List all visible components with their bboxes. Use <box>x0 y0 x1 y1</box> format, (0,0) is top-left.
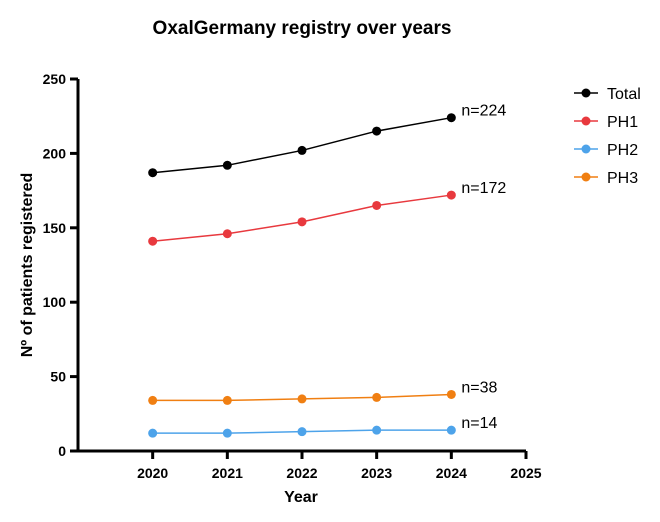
legend-label: PH2 <box>607 142 638 159</box>
end-annotation: n=172 <box>461 180 506 197</box>
data-point <box>372 126 382 136</box>
x-axis-label: Year <box>284 489 318 506</box>
data-point <box>297 394 307 404</box>
series-ph1 <box>148 190 456 246</box>
y-tick-label: 250 <box>43 71 67 87</box>
data-point <box>446 425 456 435</box>
legend-marker <box>581 144 591 154</box>
legend-label: PH1 <box>607 114 638 131</box>
axes: 0 50 100 150 200 250 2020 2021 2022 2023 2024 2025 <box>43 71 542 481</box>
x-tick-label: 2024 <box>436 465 467 481</box>
data-point <box>148 168 158 178</box>
y-tick-label: 200 <box>43 145 67 161</box>
y-axis-label: Nº of patients registered <box>19 173 36 358</box>
legend-marker <box>581 116 591 126</box>
data-point <box>372 425 382 435</box>
data-point <box>446 190 456 200</box>
legend-marker <box>581 172 591 182</box>
series-layer <box>148 113 456 438</box>
legend-item-ph3: PH3 <box>574 170 638 187</box>
series-ph2 <box>148 425 456 438</box>
data-point <box>148 236 158 246</box>
x-tick-label: 2023 <box>361 465 392 481</box>
y-tick-label: 100 <box>43 294 67 310</box>
y-tick-label: 150 <box>43 220 67 236</box>
legend-label: Total <box>607 86 641 103</box>
end-annotation: n=14 <box>461 415 497 432</box>
series-total <box>148 113 456 178</box>
data-point <box>222 428 232 438</box>
x-tick-label: 2022 <box>286 465 317 481</box>
x-tick-label: 2025 <box>510 465 541 481</box>
chart-title: OxalGermany registry over years <box>153 18 452 39</box>
x-tick-label: 2020 <box>137 465 168 481</box>
data-point <box>297 217 307 227</box>
data-point <box>297 427 307 437</box>
legend-item-total: Total <box>574 86 641 103</box>
legend: Total PH1 PH2 PH3 <box>574 86 641 187</box>
legend-item-ph1: PH1 <box>574 114 638 131</box>
x-tick-label: 2021 <box>212 465 243 481</box>
data-point <box>446 113 456 123</box>
data-point <box>222 229 232 239</box>
series-line-total <box>152 116 452 174</box>
data-point <box>446 389 456 399</box>
data-point <box>148 395 158 405</box>
legend-marker <box>581 88 591 98</box>
data-point <box>222 395 232 405</box>
data-point <box>222 160 232 170</box>
legend-label: PH3 <box>607 170 638 187</box>
data-point <box>372 392 382 402</box>
y-tick-label: 0 <box>58 443 66 459</box>
legend-item-ph2: PH2 <box>574 142 638 159</box>
annotation-layer: n=224 n=172 n=14 n=38 <box>461 103 506 432</box>
end-annotation: n=224 <box>461 103 506 120</box>
data-point <box>297 145 307 155</box>
data-point <box>148 428 158 438</box>
y-tick-label: 50 <box>50 369 66 385</box>
data-point <box>372 200 382 210</box>
series-ph3 <box>148 389 456 405</box>
end-annotation: n=38 <box>461 379 497 396</box>
